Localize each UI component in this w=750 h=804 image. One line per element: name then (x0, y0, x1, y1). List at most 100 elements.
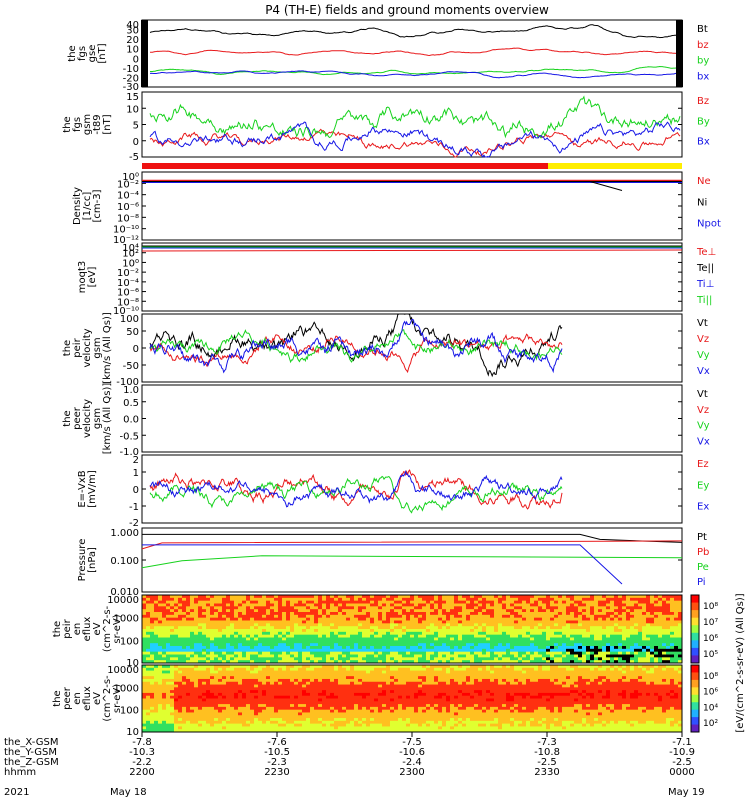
spectrogram-cell (394, 640, 399, 643)
spectrogram-cell (322, 657, 327, 660)
spectrogram-cell (550, 657, 555, 660)
spectrogram-cell (190, 649, 195, 652)
spectrogram-cell (190, 704, 195, 707)
spectrogram-cell (662, 632, 667, 635)
spectrogram-cell (582, 598, 587, 601)
spectrogram-cell (266, 606, 271, 609)
spectrogram-cell (434, 649, 439, 652)
spectrogram-cell (254, 632, 259, 635)
spectrogram-cell (282, 615, 287, 618)
spectrogram-cell (230, 615, 235, 618)
spectrogram-cell (654, 623, 659, 626)
spectrogram-cell (330, 623, 335, 626)
spectrogram-cell (182, 640, 187, 643)
spectrogram-cell (526, 632, 531, 635)
spectrogram-cell (306, 623, 311, 626)
spectrogram-cell (582, 623, 587, 626)
y-tick-label: 10000 (107, 595, 139, 606)
spectrogram-cell (630, 606, 635, 609)
spectrogram-cell (322, 721, 327, 724)
spectrogram-cell (278, 640, 283, 643)
spectrogram-cell (314, 632, 319, 635)
spectrogram-cell (506, 598, 511, 601)
spectrogram-cell (542, 623, 547, 626)
spectrogram-cell (238, 632, 243, 635)
spectrogram-cell (226, 671, 231, 674)
spectrogram-cell (362, 598, 367, 601)
spectrogram-cell (282, 721, 287, 724)
spectrogram-cell (402, 606, 407, 609)
spectrogram-cell (658, 615, 663, 618)
spectrogram-cell (218, 721, 223, 724)
spectrogram-cell (566, 606, 571, 609)
spectrogram-cell (274, 671, 279, 674)
spectrogram-cell (154, 640, 159, 643)
spectrogram-cell (310, 606, 315, 609)
spectrogram-cell (342, 649, 347, 652)
spectrogram-cell (270, 721, 275, 724)
spectrogram-cell (358, 606, 363, 609)
spectrogram-cell (266, 632, 271, 635)
spectrogram-cell (266, 704, 271, 707)
spectrogram-cell (526, 649, 531, 652)
spectrogram-cell (390, 649, 395, 652)
spectrogram-cell (354, 657, 359, 660)
spectrogram-cell (494, 615, 499, 618)
panel-peer_eflux: 10000100010010thepeerenefluxeV(cm^2-s-sr… (52, 665, 718, 738)
spectrogram-cell (194, 657, 199, 660)
spectrogram-cell (162, 704, 167, 707)
spectrogram-cell (590, 598, 595, 601)
legend-Ti⊥: Ti⊥ (696, 279, 714, 290)
spectrogram-cell (390, 598, 395, 601)
spectrogram-cell (230, 657, 235, 660)
spectrogram-cell (146, 615, 151, 618)
spectrogram-cell (562, 606, 567, 609)
spectrogram-cell (178, 606, 183, 609)
spectrogram-cell (286, 615, 291, 618)
spectrogram-cell (234, 632, 239, 635)
spectrogram-cell (666, 598, 671, 601)
spectrogram-cell (278, 623, 283, 626)
spectrogram-cell (266, 615, 271, 618)
spectrogram-cell (578, 632, 583, 635)
spectrogram-cell (642, 657, 647, 660)
y-tick-label: 0.100 (110, 556, 139, 567)
spectrogram-cell (514, 649, 519, 652)
spectrogram-cell (638, 623, 643, 626)
spectrogram-cell (234, 657, 239, 660)
spectrogram-cell (214, 623, 219, 626)
spectrogram-cell (186, 687, 191, 690)
spectrogram-cell (538, 615, 543, 618)
spectrogram-cell (590, 649, 595, 652)
spectrogram-cell (194, 615, 199, 618)
spectrogram-cell (406, 623, 411, 626)
spectrogram-cell (658, 657, 663, 660)
spectrogram-cell (310, 623, 315, 626)
spectrogram-cell (166, 671, 171, 674)
spectrogram-cell (634, 657, 639, 660)
spectrogram-cell (206, 671, 211, 674)
plot-title: P4 (TH-E) fields and ground moments over… (265, 3, 549, 17)
spectrogram-cell (242, 632, 247, 635)
spectrogram-cell (194, 606, 199, 609)
spectrogram-cell (366, 687, 371, 690)
spectrogram-cell (310, 671, 315, 674)
spectrogram-cell (614, 649, 619, 652)
spectrogram-cell (246, 640, 251, 643)
spectrogram-cell (642, 623, 647, 626)
spectrogram-cell (190, 671, 195, 674)
spectrogram-cell (170, 615, 175, 618)
spectrogram-cell (362, 623, 367, 626)
spectrogram-cell (218, 606, 223, 609)
spectrogram-cell (330, 640, 335, 643)
spectrogram-cell (246, 598, 251, 601)
spectrogram-cell (442, 615, 447, 618)
spectrogram-cell (294, 632, 299, 635)
spectrogram-cell (278, 649, 283, 652)
spectrogram-cell (274, 615, 279, 618)
spectrogram-cell (234, 671, 239, 674)
spectrogram-cell (322, 615, 327, 618)
spectrogram-cell (542, 640, 547, 643)
spectrogram-cell (250, 623, 255, 626)
